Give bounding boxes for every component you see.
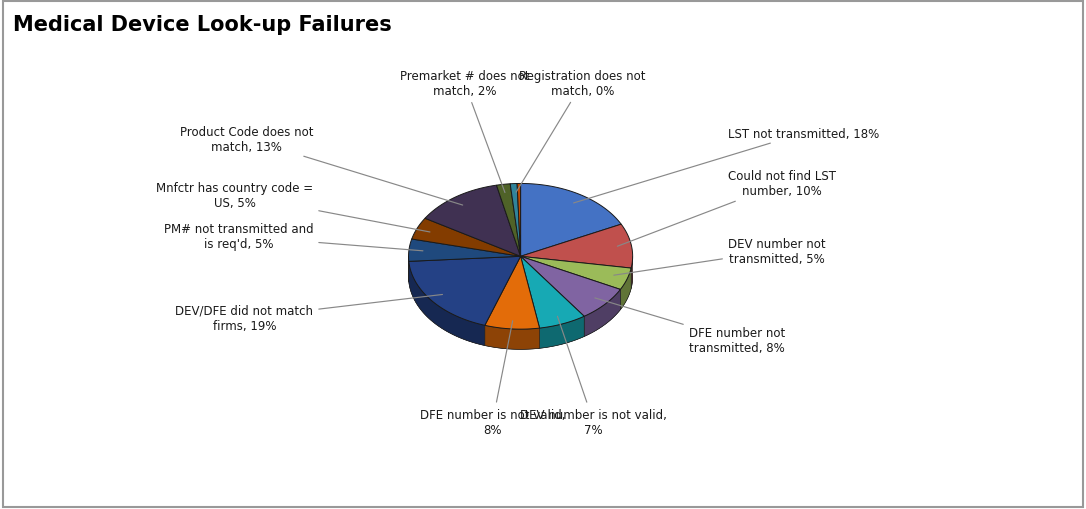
Polygon shape — [484, 257, 540, 350]
Text: Could not find LST
number, 10%: Could not find LST number, 10% — [618, 170, 836, 247]
Polygon shape — [425, 186, 520, 257]
Polygon shape — [517, 184, 520, 257]
Polygon shape — [520, 225, 633, 269]
Polygon shape — [484, 257, 540, 329]
Text: DEV/DFE did not match
firms, 19%: DEV/DFE did not match firms, 19% — [175, 295, 442, 332]
Polygon shape — [484, 326, 540, 350]
Polygon shape — [496, 184, 520, 257]
Polygon shape — [520, 257, 584, 328]
Text: PM# not transmitted and
is req'd, 5%: PM# not transmitted and is req'd, 5% — [164, 223, 422, 251]
Polygon shape — [631, 257, 633, 289]
Polygon shape — [584, 290, 620, 337]
Polygon shape — [540, 317, 584, 349]
Polygon shape — [408, 257, 520, 282]
Polygon shape — [520, 257, 633, 289]
Polygon shape — [520, 257, 631, 310]
Polygon shape — [520, 184, 621, 257]
Polygon shape — [408, 240, 520, 262]
Polygon shape — [620, 269, 631, 310]
Polygon shape — [412, 219, 520, 257]
Text: DFE number is not valid,
8%: DFE number is not valid, 8% — [420, 321, 566, 436]
Text: DEV number not
transmitted, 5%: DEV number not transmitted, 5% — [614, 237, 825, 276]
Text: LST not transmitted, 18%: LST not transmitted, 18% — [573, 127, 880, 204]
Polygon shape — [408, 257, 520, 326]
Text: Premarket # does not
match, 2%: Premarket # does not match, 2% — [400, 70, 529, 193]
Text: Medical Device Look-up Failures: Medical Device Look-up Failures — [13, 15, 392, 35]
Polygon shape — [510, 184, 520, 257]
Text: DFE number not
transmitted, 8%: DFE number not transmitted, 8% — [595, 298, 785, 355]
Polygon shape — [520, 257, 620, 337]
Text: Registration does not
match, 0%: Registration does not match, 0% — [516, 70, 645, 193]
Text: Product Code does not
match, 13%: Product Code does not match, 13% — [180, 125, 463, 206]
Polygon shape — [408, 257, 520, 346]
Polygon shape — [520, 257, 620, 317]
Text: Mnfctr has country code =
US, 5%: Mnfctr has country code = US, 5% — [156, 181, 430, 233]
Text: DEV number is not valid,
7%: DEV number is not valid, 7% — [520, 317, 667, 436]
Polygon shape — [408, 262, 484, 346]
Polygon shape — [520, 257, 631, 290]
Polygon shape — [520, 257, 584, 349]
